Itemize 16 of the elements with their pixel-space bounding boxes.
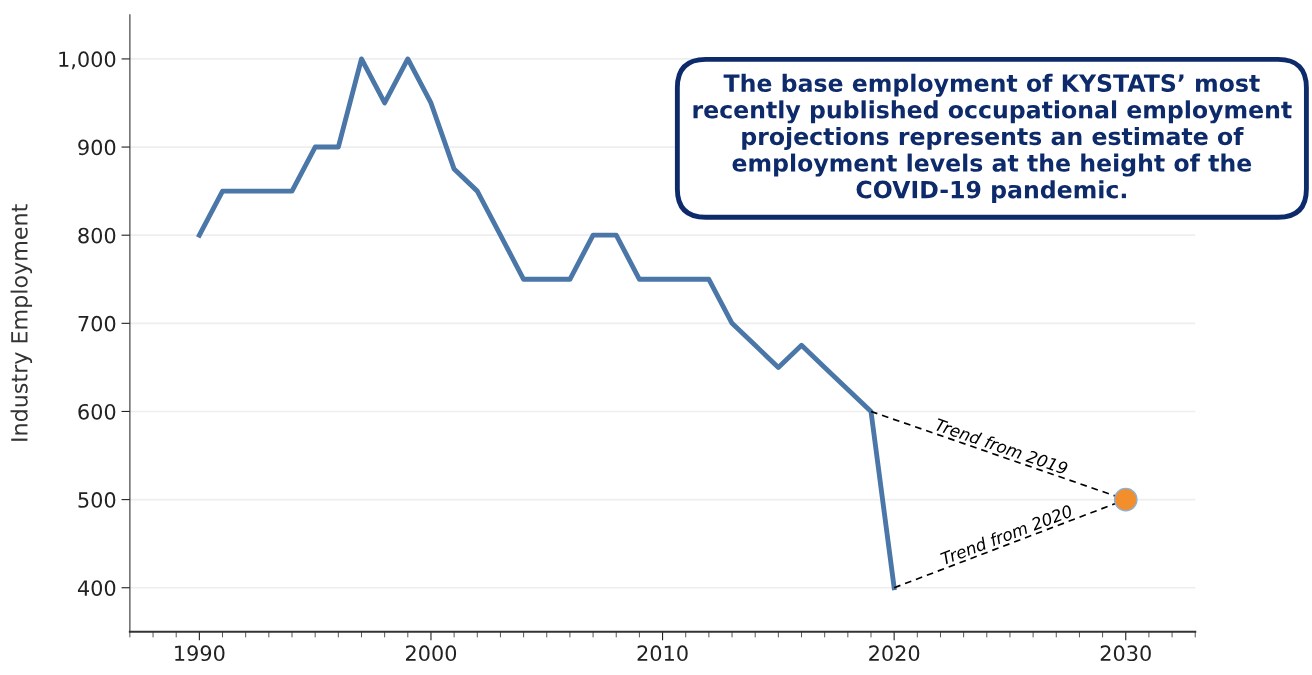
x-tick-label: 2000 [405, 645, 457, 662]
y-tick-label: 800 [78, 227, 116, 244]
y-tick-label: 900 [78, 139, 116, 156]
y-axis-title: Industry Employment [10, 204, 33, 441]
y-tick-label: 600 [78, 403, 116, 420]
y-tick-label: 700 [78, 315, 116, 332]
annotation: Trend from 2019 [934, 417, 1069, 475]
annotation: Trend from 2020 [939, 504, 1074, 566]
x-tick-label: 2020 [869, 645, 920, 662]
x-tick-label: 2010 [637, 645, 688, 662]
y-tick-label: 1,000 [59, 51, 116, 70]
x-tick-label: 2030 [1100, 645, 1151, 662]
x-tick-label: 1990 [175, 645, 225, 662]
annotation: The base employment of KYSTATS’ most recently published occupational employment projections represents an estimate of employment levels at the height of the COVID-19 pandemic. [693, 73, 1292, 204]
y-tick-label: 500 [78, 492, 116, 508]
y-tick-label: 400 [77, 580, 116, 596]
